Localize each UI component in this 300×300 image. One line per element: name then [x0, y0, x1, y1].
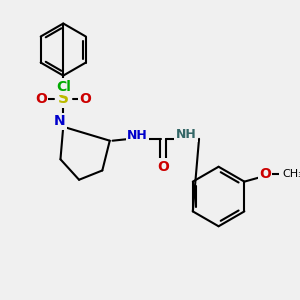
- Text: CH₃: CH₃: [282, 169, 300, 179]
- Text: NH: NH: [176, 128, 196, 141]
- Text: O: O: [259, 167, 271, 181]
- Text: S: S: [58, 91, 69, 106]
- Text: Cl: Cl: [56, 80, 71, 94]
- Text: NH: NH: [127, 129, 148, 142]
- Text: O: O: [80, 92, 92, 106]
- Text: O: O: [157, 160, 169, 174]
- Text: N: N: [54, 114, 65, 128]
- Text: O: O: [35, 92, 47, 106]
